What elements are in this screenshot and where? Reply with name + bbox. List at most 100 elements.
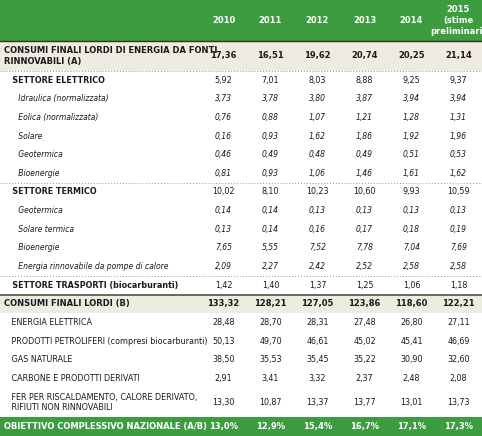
Text: SETTORE TRASPORTI (biocarburanti): SETTORE TRASPORTI (biocarburanti) [4,281,178,290]
Text: 2014: 2014 [400,16,423,25]
Text: 3,41: 3,41 [262,374,279,383]
Text: 10,02: 10,02 [212,187,235,197]
Bar [0,276,482,295]
Text: 133,32: 133,32 [207,300,240,308]
Text: PRODOTTI PETROLIFERI (compresi biocarburanti): PRODOTTI PETROLIFERI (compresi biocarbur… [4,337,207,346]
Text: 0,81: 0,81 [215,169,232,178]
Text: 5,55: 5,55 [262,243,279,252]
Text: 2,91: 2,91 [214,374,232,383]
Text: 1,06: 1,06 [309,169,326,178]
Text: 20,25: 20,25 [398,51,425,61]
Text: 8,88: 8,88 [356,75,373,85]
Text: 1,62: 1,62 [309,132,326,140]
Text: 3,94: 3,94 [403,94,420,103]
Text: 0,17: 0,17 [356,225,373,234]
Text: SETTORE ELETTRICO: SETTORE ELETTRICO [4,75,105,85]
Text: 0,16: 0,16 [309,225,326,234]
Text: 27,48: 27,48 [353,318,376,327]
Text: 20,74: 20,74 [351,51,378,61]
Text: 13,0%: 13,0% [209,422,238,431]
Bar [0,71,482,89]
Text: CARBONE E PRODOTTI DERIVATI: CARBONE E PRODOTTI DERIVATI [4,374,140,383]
Text: 7,69: 7,69 [450,243,467,252]
Bar [0,220,482,238]
Text: Bioenergie: Bioenergie [4,169,59,178]
Text: 13,37: 13,37 [306,398,329,407]
Text: 2015
(stime
preliminari): 2015 (stime preliminari) [430,5,482,36]
Text: 3,73: 3,73 [215,94,232,103]
Text: Eolica (normalizzata): Eolica (normalizzata) [4,113,98,122]
Text: 8,10: 8,10 [262,187,279,197]
Text: 0,93: 0,93 [262,169,279,178]
Text: 0,13: 0,13 [215,225,232,234]
Text: 13,77: 13,77 [353,398,376,407]
Text: 13,01: 13,01 [401,398,423,407]
Text: 1,46: 1,46 [356,169,373,178]
Text: 2,08: 2,08 [450,374,467,383]
Text: 0,49: 0,49 [356,150,373,159]
Text: 17,1%: 17,1% [397,422,426,431]
Text: 0,14: 0,14 [262,206,279,215]
Text: 35,53: 35,53 [259,355,282,364]
Text: 0,49: 0,49 [262,150,279,159]
Bar [0,201,482,220]
Text: 0,48: 0,48 [309,150,326,159]
Text: 0,13: 0,13 [309,206,326,215]
Text: 16,51: 16,51 [257,51,284,61]
Text: 0,16: 0,16 [215,132,232,140]
Text: 1,06: 1,06 [403,281,420,290]
Text: Idraulica (normalizzata): Idraulica (normalizzata) [4,94,108,103]
Text: 3,32: 3,32 [309,374,326,383]
Bar [0,183,482,201]
Text: 0,14: 0,14 [215,206,232,215]
Text: 2,48: 2,48 [403,374,420,383]
Bar [0,351,482,369]
Text: 122,21: 122,21 [442,300,475,308]
Bar [0,164,482,183]
Text: 46,69: 46,69 [447,337,470,346]
Text: 2013: 2013 [353,16,376,25]
Text: ENERGIA ELETTRICA: ENERGIA ELETTRICA [4,318,92,327]
Text: 46,61: 46,61 [307,337,329,346]
Text: OBIETTIVO COMPLESSIVO NAZIONALE (A/B): OBIETTIVO COMPLESSIVO NAZIONALE (A/B) [4,422,207,431]
Text: 2,37: 2,37 [356,374,374,383]
Text: 38,50: 38,50 [212,355,235,364]
Text: 7,65: 7,65 [215,243,232,252]
Bar [0,127,482,145]
Text: 9,37: 9,37 [450,75,468,85]
Text: Geotermica: Geotermica [4,150,63,159]
Text: 1,86: 1,86 [356,132,373,140]
Text: 1,21: 1,21 [356,113,373,122]
Text: 2,58: 2,58 [403,262,420,271]
Text: 28,48: 28,48 [212,318,235,327]
Text: 9,25: 9,25 [402,75,420,85]
Text: 3,78: 3,78 [262,94,279,103]
Text: 2,27: 2,27 [262,262,279,271]
Bar [0,89,482,108]
Text: 118,60: 118,60 [395,300,428,308]
Bar [0,313,482,332]
Text: 2,52: 2,52 [356,262,373,271]
Text: 0,14: 0,14 [262,225,279,234]
Text: FER PER RISCALDAMENTO, CALORE DERIVATO,
   RIFIUTI NON RINNOVABILI: FER PER RISCALDAMENTO, CALORE DERIVATO, … [4,393,197,412]
Bar [0,369,482,388]
Text: Solare: Solare [4,132,42,140]
Text: 16,7%: 16,7% [350,422,379,431]
Text: 0,93: 0,93 [262,132,279,140]
Text: 123,86: 123,86 [348,300,381,308]
Text: 17,3%: 17,3% [444,422,473,431]
Text: 2,42: 2,42 [309,262,326,271]
Text: 7,01: 7,01 [262,75,279,85]
Text: 0,76: 0,76 [215,113,232,122]
Text: 1,28: 1,28 [403,113,420,122]
Text: 2012: 2012 [306,16,329,25]
Text: 26,80: 26,80 [400,318,423,327]
Text: 49,70: 49,70 [259,337,282,346]
Text: 35,45: 35,45 [306,355,329,364]
Text: 28,31: 28,31 [306,318,329,327]
Bar [0,145,482,164]
Text: 1,61: 1,61 [403,169,420,178]
Text: 2011: 2011 [259,16,282,25]
Bar [0,332,482,351]
Text: 15,4%: 15,4% [303,422,332,431]
